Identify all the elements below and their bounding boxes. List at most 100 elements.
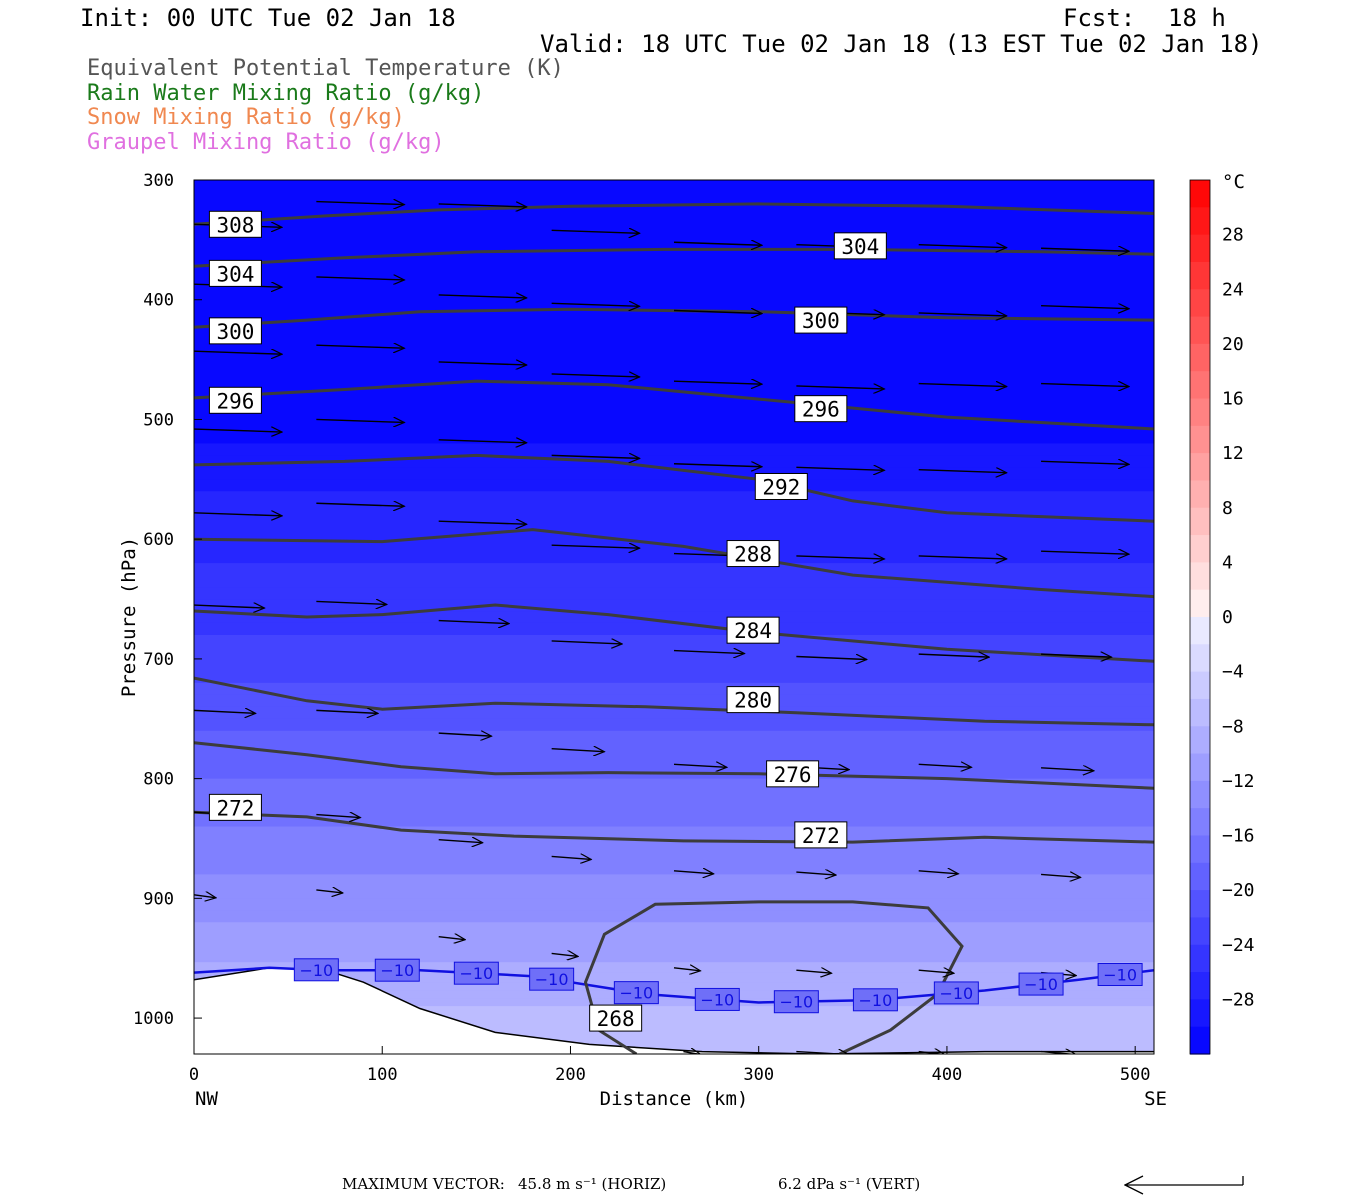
y-axis-label: Pressure (hPa)	[118, 537, 140, 697]
isotherm-label-box	[1018, 972, 1064, 996]
colorbar-segment	[1190, 671, 1210, 700]
temperature-band	[194, 1046, 1154, 1051]
isotherm-label: −10	[1097, 963, 1143, 987]
legend-theta-e: Equivalent Potential Temperature (K)	[87, 56, 564, 81]
isotherm-label-text: −10	[380, 961, 414, 980]
forecast-hour: 18 h	[1168, 4, 1226, 32]
colorbar-unit: °C	[1222, 171, 1245, 193]
init-time: Init: 00 UTC Tue 02 Jan 18	[80, 4, 456, 32]
contour-label-text: 288	[734, 543, 772, 567]
colorbar-segment	[1190, 480, 1210, 509]
theta-e-contours	[194, 202, 1154, 1054]
temperature-band	[194, 982, 1154, 991]
wind-vector	[1041, 551, 1129, 554]
colorbar-segment	[1190, 917, 1210, 946]
temperature-band	[194, 886, 1154, 900]
temperature-band	[194, 990, 1154, 999]
colorbar-segment	[1190, 343, 1210, 372]
terrain-fill	[194, 967, 1154, 1054]
isotherm-label-box	[613, 981, 659, 1005]
contour-label-272: 272	[208, 793, 262, 821]
wind-vector	[316, 345, 404, 348]
isotherm-label-text: −10	[535, 970, 569, 989]
wind-vector	[316, 503, 404, 506]
isotherm-label: −10	[694, 987, 740, 1011]
colorbar-label: 28	[1222, 225, 1244, 246]
temperature-band	[194, 962, 1154, 973]
colorbar-segment	[1190, 808, 1210, 837]
contour-label-box	[726, 686, 780, 714]
wind-vector	[673, 381, 762, 384]
theta-e-contour	[194, 810, 1154, 844]
wind-vector	[194, 429, 282, 432]
colorbar-label: 24	[1222, 279, 1244, 300]
wind-vector	[796, 872, 836, 875]
y-tick-label: 300	[143, 171, 174, 191]
contour-label-296: 296	[208, 386, 262, 414]
wind-vector	[438, 621, 509, 624]
theta-e-contour	[194, 453, 1154, 523]
temperature-band	[194, 611, 1154, 624]
temperature-band	[194, 515, 1154, 529]
colorbar-label: 4	[1222, 552, 1233, 573]
temperature-band	[194, 922, 1154, 934]
temperature-band	[194, 219, 1154, 261]
wind-vectors	[194, 202, 1129, 1054]
temperature-band	[194, 259, 1154, 301]
wind-vector	[194, 605, 264, 608]
x-tick-label: 500	[1120, 1065, 1151, 1085]
x-end-left: NW	[195, 1088, 218, 1110]
contour-label-304: 304	[208, 259, 262, 287]
x-end-right: SE	[1144, 1088, 1167, 1110]
wind-vector	[551, 749, 605, 752]
colorbar-segment	[1190, 780, 1210, 809]
forecast-label: Fcst:	[1063, 4, 1136, 32]
temperature-band	[194, 1042, 1154, 1047]
y-tick-label: 900	[143, 889, 174, 909]
contour-label-text: 272	[802, 824, 840, 848]
theta-e-contour	[194, 247, 1154, 268]
contour-label-304: 304	[833, 232, 887, 260]
colorbar-segment	[1190, 398, 1210, 427]
temperature-band	[194, 634, 1154, 648]
isotherm-label: −10	[529, 967, 575, 991]
contour-label-text: 304	[216, 262, 254, 286]
wind-vector	[1041, 384, 1129, 387]
wind-vector	[918, 245, 1007, 248]
wind-vector	[438, 295, 527, 298]
wind-vector	[918, 556, 1007, 559]
wind-vector	[918, 970, 954, 973]
wind-vector	[551, 856, 592, 859]
wind-vector	[683, 1052, 701, 1054]
x-tick-label: 0	[189, 1065, 199, 1085]
contour-label-box	[208, 793, 262, 821]
temperature-band	[194, 443, 1154, 457]
colorbar-label: −4	[1222, 662, 1244, 683]
colorbar-segment	[1190, 835, 1210, 864]
y-tick-label: 500	[143, 410, 174, 430]
temperature-band	[194, 658, 1154, 672]
contour-label-box	[754, 472, 808, 500]
temperature-band	[194, 431, 1154, 445]
isotherm-label-box	[374, 958, 420, 982]
temperature-band	[194, 551, 1154, 564]
temperature-band	[194, 1014, 1154, 1023]
wind-vector	[1041, 654, 1111, 657]
temperature-band	[194, 874, 1154, 888]
colorbar-segment	[1190, 562, 1210, 591]
temperature-band	[194, 527, 1154, 540]
y-tick-label: 600	[143, 530, 174, 550]
wind-vector	[1041, 306, 1129, 309]
wind-vector	[673, 764, 727, 767]
colorbar-segment	[1190, 180, 1210, 208]
wind-vector	[796, 467, 884, 470]
contour-label-text: 304	[841, 235, 879, 259]
plot-frame	[193, 179, 1155, 1055]
max-vector-horiz: 45.8 m s⁻¹ (HORIZ)	[518, 1175, 667, 1193]
temperature-band	[194, 622, 1154, 636]
isotherm-label-text: −10	[459, 964, 493, 983]
wind-vector	[194, 351, 282, 354]
wind-vector	[673, 651, 744, 654]
temperature-band	[194, 670, 1154, 684]
contour-label-284: 284	[726, 616, 780, 644]
